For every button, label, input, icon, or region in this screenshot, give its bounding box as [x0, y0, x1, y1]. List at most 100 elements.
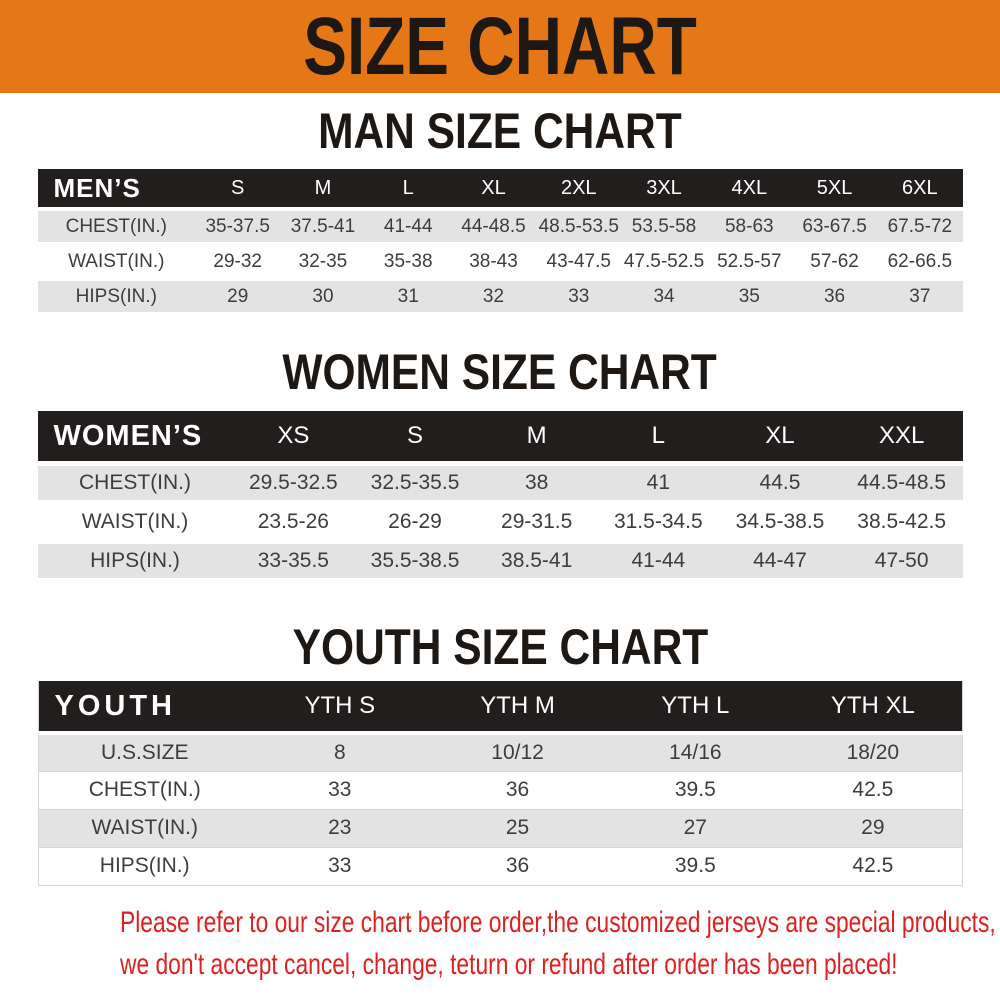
- mens-table-title: MEN’S: [37, 169, 196, 207]
- size-chart-banner: SIZE CHART: [0, 0, 1000, 93]
- size-value: 44-48.5: [450, 211, 537, 242]
- size-value: 41: [597, 466, 720, 500]
- column-header-s: S: [354, 411, 476, 461]
- row-label: CHEST(IN.): [37, 466, 233, 500]
- women-section-heading: WOMEN SIZE CHART: [0, 346, 1000, 398]
- row-label: U.S.SIZE: [38, 733, 251, 772]
- size-value: 57-62: [791, 246, 878, 277]
- womens-hips-row: HIPS(IN.) 33-35.5 35.5-38.5 38.5-41 41-4…: [37, 544, 963, 578]
- size-value: 35-38: [365, 246, 451, 277]
- womens-header-row: WOMEN’S XS S M L XL XXL: [37, 411, 963, 461]
- size-value: 35: [706, 281, 792, 312]
- size-value: 36: [428, 847, 607, 886]
- size-value: 29-32: [195, 246, 281, 277]
- youth-header-row: YOUTH YTH S YTH M YTH L YTH XL: [38, 681, 962, 735]
- column-header-xs: XS: [232, 411, 355, 461]
- mens-hips-row: HIPS(IN.) 29 30 31 32 33 34 35 36 37: [37, 281, 963, 312]
- size-value: 29-31.5: [475, 505, 598, 539]
- size-value: 29: [784, 809, 962, 848]
- size-value: 39.5: [606, 847, 785, 886]
- womens-waist-row: WAIST(IN.) 23.5-26 26-29 29-31.5 31.5-34…: [37, 505, 963, 539]
- column-header-4xl: 4XL: [706, 169, 792, 207]
- size-value: 23: [250, 809, 429, 848]
- size-value: 67.5-72: [877, 211, 963, 242]
- column-header-m: M: [280, 169, 366, 207]
- size-value: 33: [536, 281, 622, 312]
- size-value: 10/12: [428, 733, 607, 772]
- man-section-heading: MAN SIZE CHART: [0, 105, 1000, 157]
- women-section-heading-text: WOMEN SIZE CHART: [282, 344, 718, 400]
- size-value: 53.5-58: [621, 211, 707, 242]
- disclaimer-line-1: Please refer to our size chart before or…: [120, 905, 996, 939]
- size-value: 44-47: [719, 544, 841, 578]
- column-header-yth-s: YTH S: [250, 681, 429, 735]
- size-value: 31: [365, 281, 451, 312]
- size-value: 62-66.5: [877, 246, 963, 277]
- youth-table-title: YOUTH: [38, 681, 251, 735]
- size-value: 18/20: [784, 733, 962, 772]
- size-value: 32-35: [280, 246, 366, 277]
- size-value: 36: [791, 281, 878, 312]
- womens-size-table: WOMEN’S XS S M L XL XXL CHEST(IN.) 29.5-…: [37, 406, 963, 583]
- size-value: 27: [606, 809, 785, 848]
- size-value: 41-44: [597, 544, 720, 578]
- disclaimer: Please refer to our size chart before or…: [0, 902, 1000, 986]
- column-header-3xl: 3XL: [621, 169, 707, 207]
- size-value: 44.5: [719, 466, 841, 500]
- size-value: 38-43: [450, 246, 537, 277]
- column-header-s: S: [195, 169, 281, 207]
- mens-size-table: MEN’S S M L XL 2XL 3XL 4XL 5XL 6XL CHEST…: [37, 165, 963, 316]
- size-value: 29.5-32.5: [232, 466, 355, 500]
- size-value: 42.5: [784, 847, 962, 886]
- size-value: 38.5-42.5: [840, 505, 963, 539]
- row-label: HIPS(IN.): [37, 281, 196, 312]
- youth-chest-row: CHEST(IN.) 33 36 39.5 42.5: [38, 771, 962, 810]
- column-header-m: M: [475, 411, 598, 461]
- youth-section-heading: YOUTH SIZE CHART: [0, 621, 1000, 673]
- column-header-2xl: 2XL: [536, 169, 622, 207]
- size-value: 31.5-34.5: [597, 505, 720, 539]
- size-value: 23.5-26: [232, 505, 355, 539]
- column-header-6xl: 6XL: [877, 169, 963, 207]
- size-value: 44.5-48.5: [840, 466, 963, 500]
- size-value: 33-35.5: [232, 544, 355, 578]
- size-value: 39.5: [606, 771, 785, 810]
- row-label: WAIST(IN.): [37, 505, 233, 539]
- man-section-heading-text: MAN SIZE CHART: [318, 103, 682, 159]
- row-label: CHEST(IN.): [38, 771, 251, 810]
- column-header-yth-m: YTH M: [428, 681, 607, 735]
- size-value: 35-37.5: [195, 211, 281, 242]
- size-value: 32.5-35.5: [354, 466, 476, 500]
- size-value: 35.5-38.5: [354, 544, 476, 578]
- mens-header-row: MEN’S S M L XL 2XL 3XL 4XL 5XL 6XL: [37, 169, 963, 207]
- youth-hips-row: HIPS(IN.) 33 36 39.5 42.5: [38, 847, 962, 886]
- youth-section-heading-text: YOUTH SIZE CHART: [292, 619, 708, 675]
- size-value: 38.5-41: [475, 544, 598, 578]
- womens-table-title: WOMEN’S: [37, 411, 233, 461]
- column-header-xxl: XXL: [840, 411, 963, 461]
- size-value: 63-67.5: [791, 211, 878, 242]
- size-value: 32: [450, 281, 537, 312]
- youth-waist-row: WAIST(IN.) 23 25 27 29: [38, 809, 962, 848]
- mens-chest-row: CHEST(IN.) 35-37.5 37.5-41 41-44 44-48.5…: [37, 211, 963, 242]
- size-value: 26-29: [354, 505, 476, 539]
- column-header-5xl: 5XL: [791, 169, 878, 207]
- column-header-xl: XL: [450, 169, 537, 207]
- disclaimer-line-2: we don't accept cancel, change, teturn o…: [120, 947, 898, 981]
- row-label: CHEST(IN.): [37, 211, 196, 242]
- size-value: 34.5-38.5: [719, 505, 841, 539]
- size-value: 37.5-41: [280, 211, 366, 242]
- size-value: 47.5-52.5: [621, 246, 707, 277]
- size-value: 36: [428, 771, 607, 810]
- size-value: 48.5-53.5: [536, 211, 622, 242]
- row-label: HIPS(IN.): [37, 544, 233, 578]
- youth-size-table: YOUTH YTH S YTH M YTH L YTH XL U.S.SIZE …: [37, 681, 963, 886]
- row-label: HIPS(IN.): [38, 847, 251, 886]
- size-value: 14/16: [606, 733, 785, 772]
- size-value: 29: [195, 281, 281, 312]
- size-value: 42.5: [784, 771, 962, 810]
- size-value: 37: [877, 281, 963, 312]
- column-header-l: L: [597, 411, 720, 461]
- size-value: 43-47.5: [536, 246, 622, 277]
- mens-waist-row: WAIST(IN.) 29-32 32-35 35-38 38-43 43-47…: [37, 246, 963, 277]
